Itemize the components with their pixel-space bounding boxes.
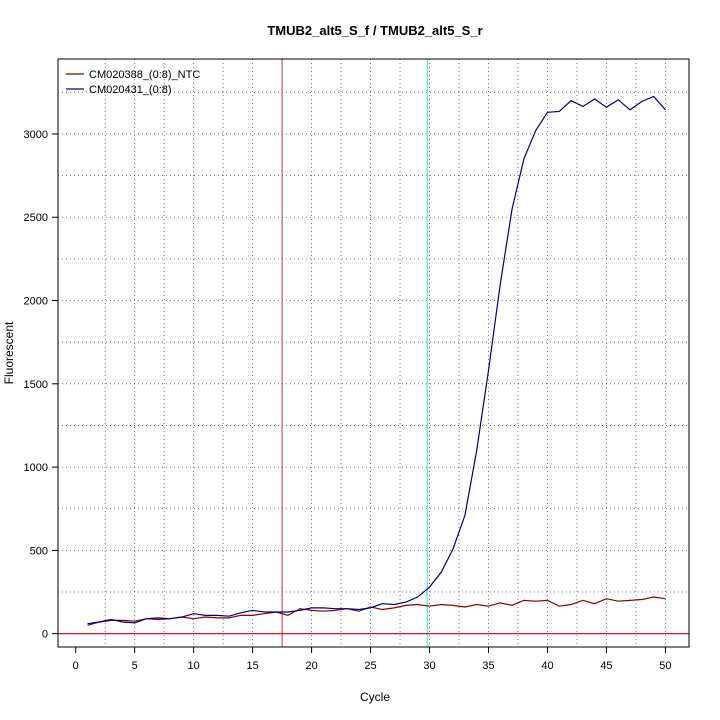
x-tick-label: 10 [188, 660, 200, 672]
y-tick-label: 1000 [24, 462, 48, 474]
y-tick-label: 2500 [24, 212, 48, 224]
y-tick-label: 2000 [24, 296, 48, 308]
x-tick-label: 50 [659, 660, 671, 672]
y-tick-label: 500 [30, 545, 48, 557]
x-axis-label: Cycle [360, 690, 390, 704]
legend: CM020388_(0:8)_NTC CM020431_(0:8) [66, 69, 200, 96]
y-tick-label: 3000 [24, 129, 48, 141]
x-tick-label: 0 [73, 660, 79, 672]
reference-lines [58, 59, 689, 647]
x-tick-label: 45 [600, 660, 612, 672]
x-tick-label: 5 [132, 660, 138, 672]
plot-border [57, 58, 690, 648]
chart-title: TMUB2_alt5_S_f / TMUB2_alt5_S_r [267, 23, 482, 38]
x-tick-label: 35 [482, 660, 494, 672]
x-axis: 0 5 10 15 20 25 30 35 40 45 50 [73, 647, 672, 672]
series-line-ntc [87, 596, 666, 626]
y-tick-label: 1500 [24, 379, 48, 391]
series-line-sample [87, 95, 666, 625]
x-tick-label: 40 [541, 660, 553, 672]
x-tick-label: 20 [305, 660, 317, 672]
y-axis: 0 500 1000 1500 2000 2500 3000 [24, 129, 58, 641]
x-tick-label: 15 [246, 660, 258, 672]
legend-item-sample-label: CM020431_(0:8) [89, 84, 172, 96]
x-tick-label: 25 [364, 660, 376, 672]
series-lines [87, 95, 666, 626]
legend-item-ntc-label: CM020388_(0:8)_NTC [89, 69, 200, 81]
y-tick-label: 0 [42, 629, 48, 641]
y-axis-label: Fluorescent [2, 321, 16, 384]
x-tick-label: 30 [423, 660, 435, 672]
